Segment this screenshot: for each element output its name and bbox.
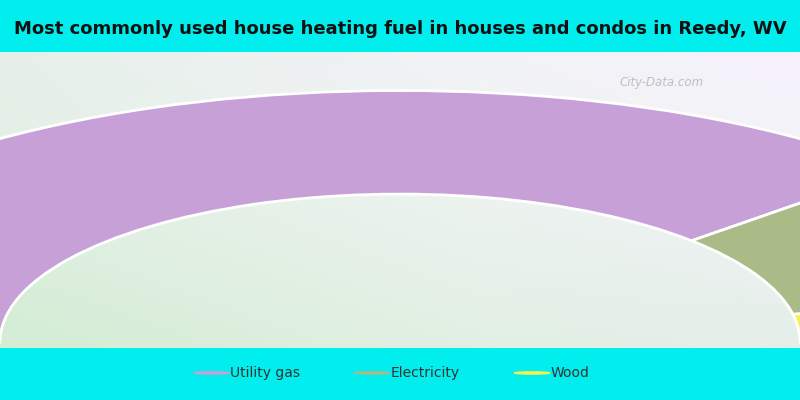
Circle shape — [194, 372, 230, 374]
Wedge shape — [691, 170, 800, 314]
Text: Electricity: Electricity — [390, 366, 459, 380]
Wedge shape — [793, 295, 800, 342]
Text: City-Data.com: City-Data.com — [620, 76, 704, 89]
Circle shape — [354, 372, 390, 374]
Text: Wood: Wood — [550, 366, 590, 380]
Wedge shape — [0, 90, 800, 342]
Circle shape — [514, 372, 550, 374]
Text: Most commonly used house heating fuel in houses and condos in Reedy, WV: Most commonly used house heating fuel in… — [14, 20, 786, 38]
Text: Utility gas: Utility gas — [230, 366, 301, 380]
